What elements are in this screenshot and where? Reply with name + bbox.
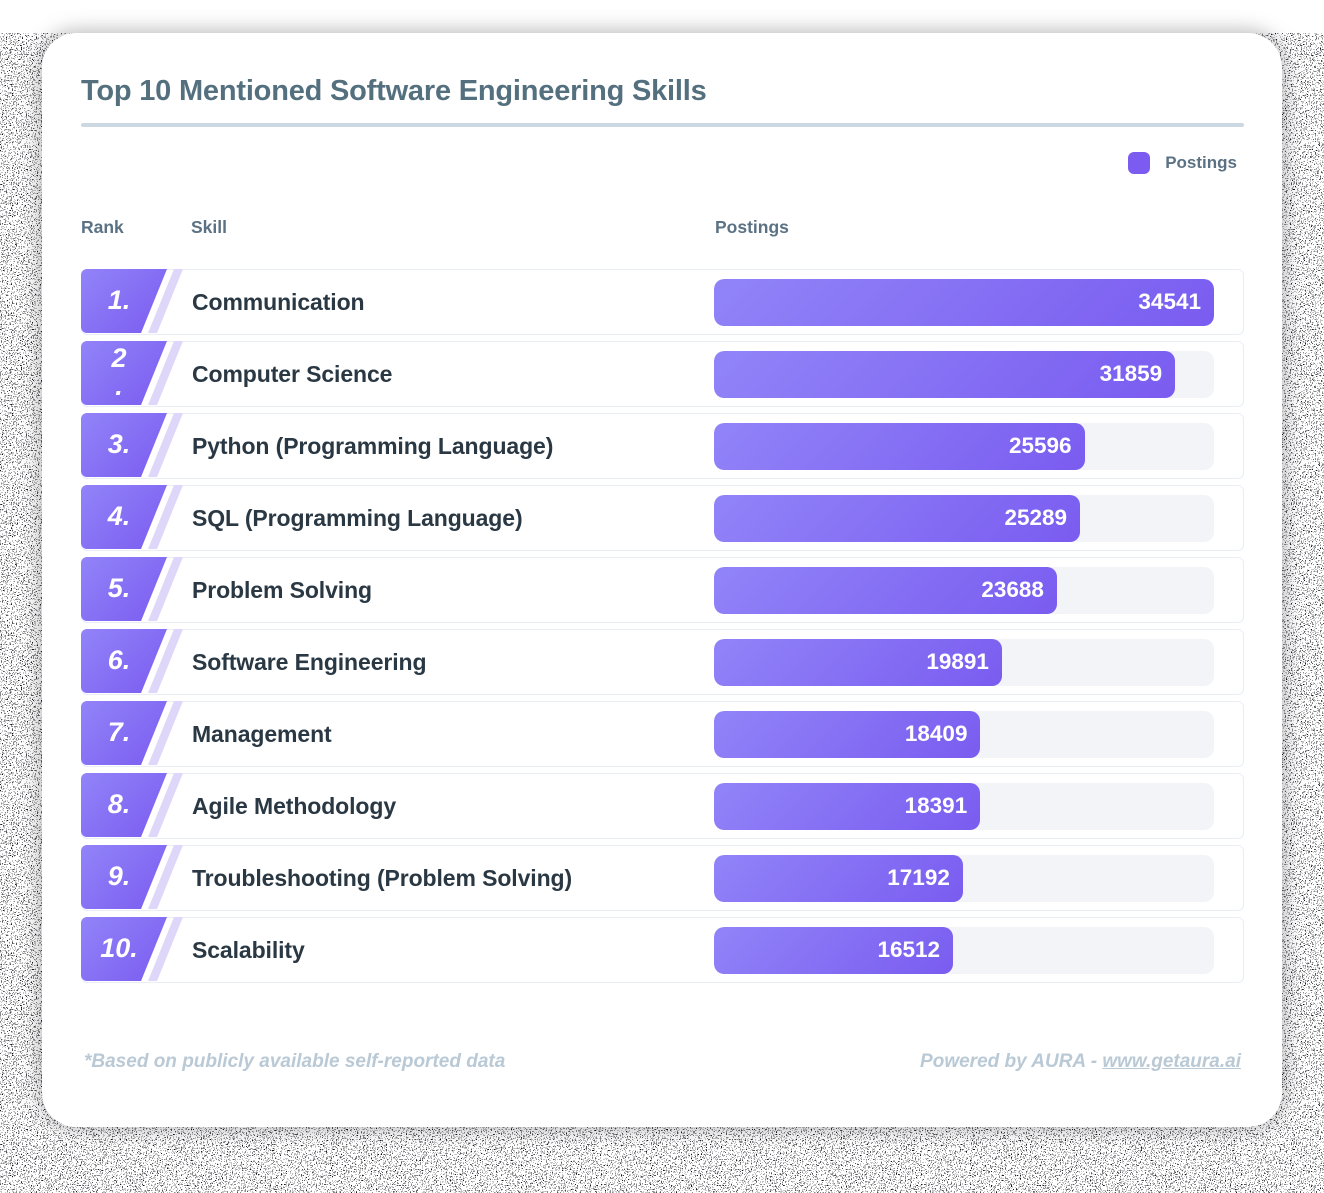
skill-label: Agile Methodology xyxy=(192,792,397,819)
footer: *Based on publicly available self-report… xyxy=(81,1051,1244,1073)
powered-by-prefix: Powered by AURA - xyxy=(920,1051,1103,1072)
postings-bar: 25289 xyxy=(714,494,1081,542)
table-row: 5. Problem Solving 23688 xyxy=(81,557,1244,623)
postings-bar: 16512 xyxy=(714,926,954,974)
skill-label: Problem Solving xyxy=(192,576,372,603)
bar-value: 23688 xyxy=(981,577,1044,602)
title-divider xyxy=(81,123,1244,127)
postings-bar: 34541 xyxy=(714,278,1214,326)
column-header-postings: Postings xyxy=(715,217,789,237)
rank-badge: 7. xyxy=(81,701,192,765)
postings-bar: 18391 xyxy=(714,782,981,830)
skill-label: Python (Programming Language) xyxy=(192,432,554,459)
rank-label: 4. xyxy=(107,501,131,532)
bar-track: 25596 xyxy=(714,422,1214,470)
table-row: 8. Agile Methodology 18391 xyxy=(81,773,1244,839)
bar-track: 31859 xyxy=(714,350,1214,398)
data-source-note: *Based on publicly available self-report… xyxy=(84,1051,506,1072)
rank-label: 10. xyxy=(100,933,138,964)
powered-by: Powered by AURA - www.getaura.ai xyxy=(920,1051,1241,1073)
postings-bar: 18409 xyxy=(714,710,981,758)
bar-cell: 17192 xyxy=(714,846,1243,910)
skill-label: Management xyxy=(192,720,332,747)
rank-label: 7. xyxy=(107,717,131,748)
rank-label: 1. xyxy=(107,285,131,316)
bar-cell: 25596 xyxy=(714,414,1243,478)
rank-badge: 3. xyxy=(81,413,192,477)
legend-swatch-icon xyxy=(1128,152,1151,174)
rank-badge: 2 . xyxy=(81,341,192,405)
bar-value: 17192 xyxy=(887,865,950,890)
rank-label: 2 . xyxy=(111,343,127,401)
bar-value: 25289 xyxy=(1004,505,1068,530)
table-row: 10. Scalability 16512 xyxy=(81,917,1244,983)
infographic-card: Top 10 Mentioned Software Engineering Sk… xyxy=(42,33,1282,1127)
rank-label: 6. xyxy=(107,645,131,676)
bar-value: 25596 xyxy=(1008,433,1072,458)
bar-cell: 19891 xyxy=(714,630,1243,694)
bar-value: 18409 xyxy=(904,721,968,746)
table-row: 1. Communication 34541 xyxy=(81,269,1244,335)
postings-bar: 31859 xyxy=(714,350,1176,398)
bar-track: 34541 xyxy=(714,278,1214,326)
bar-cell: 31859 xyxy=(714,342,1243,406)
page-title: Top 10 Mentioned Software Engineering Sk… xyxy=(81,75,707,107)
bar-value: 16512 xyxy=(877,937,941,962)
table-row: 6. Software Engineering 19891 xyxy=(81,629,1244,695)
bar-track: 16512 xyxy=(714,926,1214,974)
bar-cell: 16512 xyxy=(714,918,1243,982)
bar-track: 25289 xyxy=(714,494,1214,542)
postings-bar: 23688 xyxy=(714,566,1057,614)
bar-track: 19891 xyxy=(714,638,1214,686)
bar-cell: 18391 xyxy=(714,774,1243,838)
table-row: 4. SQL (Programming Language) 25289 xyxy=(81,485,1244,551)
bar-value: 31859 xyxy=(1099,361,1163,386)
rank-label: 8. xyxy=(107,789,131,820)
bar-cell: 25289 xyxy=(714,486,1243,550)
bar-value: 18391 xyxy=(904,793,968,818)
rank-badge: 6. xyxy=(81,629,192,693)
bar-cell: 18409 xyxy=(714,702,1243,766)
table-row: 3. Python (Programming Language) 25596 xyxy=(81,413,1244,479)
rank-badge: 5. xyxy=(81,557,192,621)
bar-value: 19891 xyxy=(926,649,989,674)
skill-label: Communication xyxy=(192,288,365,315)
skill-label: Troubleshooting (Problem Solving) xyxy=(192,864,573,891)
table-header: Rank Skill Postings xyxy=(81,217,1244,238)
bar-cell: 23688 xyxy=(714,558,1243,622)
skill-label: Software Engineering xyxy=(192,648,427,675)
rank-badge: 1. xyxy=(81,269,192,333)
bar-cell: 34541 xyxy=(714,270,1243,334)
bar-track: 17192 xyxy=(714,854,1214,902)
bar-value: 34541 xyxy=(1138,289,1201,314)
skills-list: 1. Communication 34541 2 . Computer Scie… xyxy=(81,269,1244,983)
bar-track: 18391 xyxy=(714,782,1214,830)
legend-label: Postings xyxy=(1165,153,1237,172)
bar-track: 18409 xyxy=(714,710,1214,758)
legend: Postings xyxy=(81,152,1244,174)
table-row: 7. Management 18409 xyxy=(81,701,1244,767)
rank-label: 5. xyxy=(107,573,131,604)
skill-label: Computer Science xyxy=(192,360,393,387)
rank-badge: 10. xyxy=(81,917,192,981)
table-row: 9. Troubleshooting (Problem Solving) 171… xyxy=(81,845,1244,911)
skill-label: Scalability xyxy=(192,936,305,963)
rank-badge: 9. xyxy=(81,845,192,909)
table-row: 2 . Computer Science 31859 xyxy=(81,341,1244,407)
rank-label: 9. xyxy=(107,861,131,892)
column-header-skill: Skill xyxy=(191,217,227,237)
rank-label: 3. xyxy=(107,429,131,460)
column-header-rank: Rank xyxy=(81,217,124,237)
skill-label: SQL (Programming Language) xyxy=(192,504,523,531)
getaura-link[interactable]: www.getaura.ai xyxy=(1102,1051,1241,1072)
rank-badge: 8. xyxy=(81,773,192,837)
bar-track: 23688 xyxy=(714,566,1214,614)
postings-bar: 25596 xyxy=(714,422,1085,470)
rank-badge: 4. xyxy=(81,485,192,549)
postings-bar: 19891 xyxy=(714,638,1002,686)
postings-bar: 17192 xyxy=(714,854,963,902)
